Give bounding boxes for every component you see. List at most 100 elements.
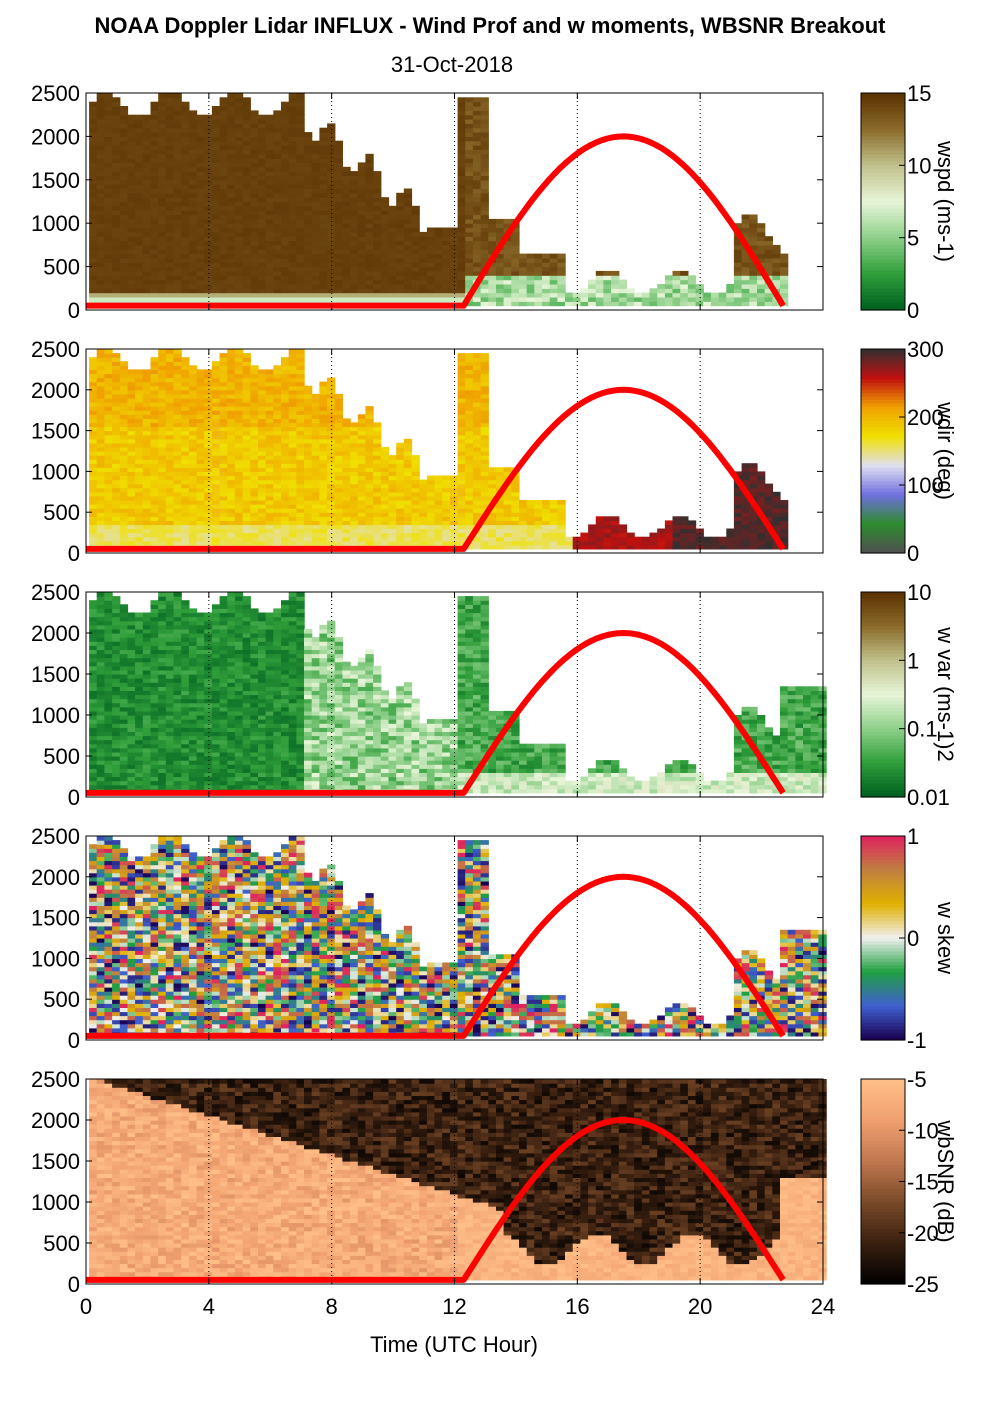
heatmap-cell [204, 127, 213, 133]
heatmap-cell [534, 262, 543, 268]
heatmap-cell [465, 106, 474, 111]
heatmap-cell [357, 171, 367, 176]
heatmap-cell [419, 479, 428, 485]
heatmap-cell [557, 292, 566, 298]
heatmap-cell [396, 442, 405, 448]
heatmap-cell [181, 369, 190, 375]
heatmap-cell [104, 377, 113, 383]
heatmap-cell [480, 361, 489, 366]
heatmap-cell [181, 192, 190, 198]
heatmap-cell [472, 227, 482, 233]
heatmap-cell [434, 297, 443, 302]
heatmap-cell [457, 114, 466, 120]
heatmap-cell [411, 455, 420, 460]
heatmap-cell [357, 430, 367, 436]
heatmap-cell [158, 123, 167, 129]
heatmap-cell [89, 210, 98, 216]
heatmap-cell [258, 279, 267, 285]
heatmap-cell [457, 451, 466, 456]
heatmap-cell [234, 184, 244, 189]
heatmap-cell [549, 520, 558, 526]
heatmap-cell [327, 132, 336, 137]
heatmap-cell [634, 292, 643, 298]
heatmap-cell [150, 162, 159, 168]
heatmap-cell [181, 149, 190, 155]
heatmap-cell [457, 491, 466, 497]
heatmap-cell [457, 483, 466, 489]
heatmap-cell [357, 455, 367, 460]
heatmap-cell [741, 279, 750, 285]
heatmap-cell [196, 536, 205, 542]
heatmap-cell [342, 231, 351, 237]
heatmap-cell [250, 192, 259, 198]
heatmap-cell [250, 201, 259, 207]
heatmap-cell [273, 479, 282, 485]
heatmap-cell [373, 253, 382, 259]
heatmap-cell [227, 471, 236, 477]
heatmap-cell [350, 487, 359, 493]
heatmap-cell [242, 369, 251, 375]
heatmap-cell [281, 491, 290, 497]
heatmap-cell [288, 402, 297, 407]
heatmap-cell [196, 516, 205, 521]
heatmap-cell [265, 253, 274, 259]
heatmap-cell [211, 171, 221, 176]
heatmap-cell [158, 236, 167, 242]
heatmap-cell [449, 249, 459, 255]
heatmap-cell [542, 297, 551, 302]
heatmap-cell [442, 279, 451, 285]
heatmap-cell [457, 240, 466, 246]
heatmap-cell [311, 153, 320, 159]
heatmap-cell [112, 297, 121, 302]
heatmap-cell [472, 540, 482, 546]
heatmap-cell [772, 249, 781, 255]
heatmap-cell [242, 475, 251, 481]
heatmap-cell [319, 184, 328, 189]
heatmap-cell [511, 479, 520, 485]
heatmap-cell [334, 393, 343, 399]
heatmap-cell [281, 201, 290, 207]
heatmap-cell [296, 414, 305, 419]
heatmap-cell [127, 455, 136, 460]
heatmap-cell [457, 528, 466, 534]
heatmap-cell [273, 410, 282, 415]
heatmap-cell [142, 381, 152, 387]
heatmap-cell [165, 406, 175, 411]
heatmap-cell [104, 373, 113, 379]
heatmap-cell [150, 253, 159, 259]
heatmap-cell [419, 279, 428, 285]
heatmap-cell [457, 110, 466, 116]
heatmap-cell [319, 132, 328, 137]
heatmap-cell [357, 483, 367, 489]
heatmap-cell [311, 297, 320, 302]
heatmap-cell [234, 192, 244, 198]
heatmap-cell [158, 253, 167, 259]
heatmap-cell [296, 520, 305, 526]
heatmap-cell [211, 149, 221, 155]
heatmap-cell [204, 297, 213, 302]
heatmap-cell [281, 214, 290, 220]
heatmap-cell [234, 127, 244, 133]
heatmap-cell [733, 500, 743, 505]
heatmap-cell [319, 201, 328, 207]
heatmap-cell [273, 516, 282, 521]
heatmap-cell [327, 512, 336, 517]
colorbar-segment [861, 125, 905, 130]
heatmap-cell [365, 418, 374, 424]
heatmap-cell [150, 410, 159, 415]
heatmap-cell [281, 162, 290, 168]
heatmap-cell [411, 459, 420, 464]
heatmap-cell [419, 266, 428, 272]
heatmap-cell [380, 524, 390, 530]
heatmap-cell [772, 279, 781, 285]
heatmap-cell [465, 471, 474, 477]
heatmap-cell [142, 483, 152, 489]
heatmap-cell [496, 471, 505, 477]
heatmap-cell [219, 184, 228, 189]
heatmap-cell [649, 536, 658, 542]
heatmap-cell [211, 279, 221, 285]
heatmap-cell [334, 438, 343, 444]
heatmap-cell [357, 479, 367, 485]
heatmap-cell [158, 140, 167, 146]
heatmap-cell [104, 145, 113, 150]
